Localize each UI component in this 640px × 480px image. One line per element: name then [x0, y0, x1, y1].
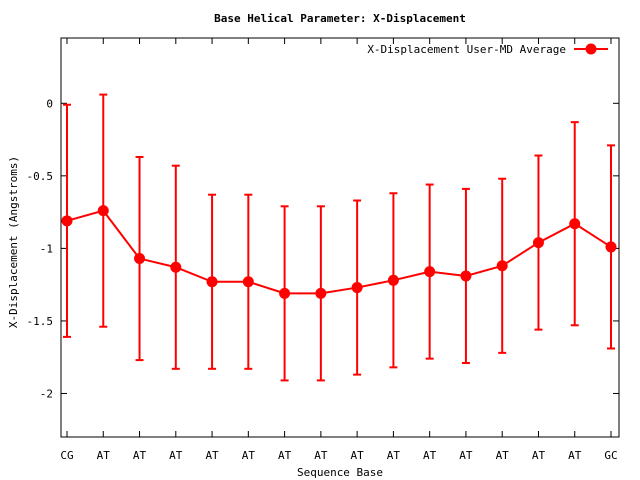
data-point — [569, 218, 581, 230]
y-tick-label: -0.5 — [27, 170, 54, 183]
data-point — [170, 261, 182, 273]
x-tick-label: CG — [60, 449, 73, 462]
y-tick-label: -1.5 — [27, 315, 54, 328]
data-point — [134, 253, 146, 265]
x-axis-label: Sequence Base — [297, 466, 383, 479]
data-point — [97, 205, 109, 217]
data-point — [387, 274, 399, 286]
legend-marker — [585, 43, 597, 55]
x-tick-label: AT — [97, 449, 111, 462]
data-point — [242, 276, 254, 288]
x-tick-label: GC — [604, 449, 617, 462]
x-tick-label: AT — [133, 449, 147, 462]
x-tick-label: AT — [314, 449, 328, 462]
x-tick-label: AT — [568, 449, 582, 462]
x-tick-label: AT — [278, 449, 292, 462]
x-tick-label: AT — [423, 449, 437, 462]
plot-frame — [60, 37, 620, 438]
data-point — [206, 276, 218, 288]
chart-title: Base Helical Parameter: X-Displacement — [214, 12, 466, 25]
x-tick-label: AT — [242, 449, 256, 462]
x-tick-label: AT — [351, 449, 365, 462]
data-point — [351, 282, 363, 294]
legend-label: X-Displacement User-MD Average — [367, 43, 566, 56]
y-tick-label: -1 — [40, 242, 53, 255]
data-point — [460, 270, 472, 282]
x-tick-label: AT — [169, 449, 183, 462]
data-point — [605, 241, 617, 253]
data-point — [279, 287, 291, 299]
x-tick-label: AT — [532, 449, 546, 462]
y-tick-label: 0 — [46, 97, 53, 110]
x-tick-label: AT — [496, 449, 510, 462]
y-tick-label: -2 — [40, 387, 53, 400]
data-point — [424, 266, 436, 278]
x-tick-label: AT — [205, 449, 219, 462]
x-tick-label: AT — [387, 449, 401, 462]
data-point — [61, 215, 73, 227]
series-line — [66, 209, 612, 295]
plot-area: 0 -0.5 -1 -1.5 -2 CG AT AT AT AT AT AT AT AT AT AT AT AT A… — [27, 37, 620, 462]
data-point — [496, 260, 508, 272]
data-point — [315, 287, 327, 299]
data-point — [532, 237, 544, 249]
x-tick-label: AT — [459, 449, 473, 462]
y-axis-label: X-Displacement (Angstroms) — [7, 156, 20, 328]
